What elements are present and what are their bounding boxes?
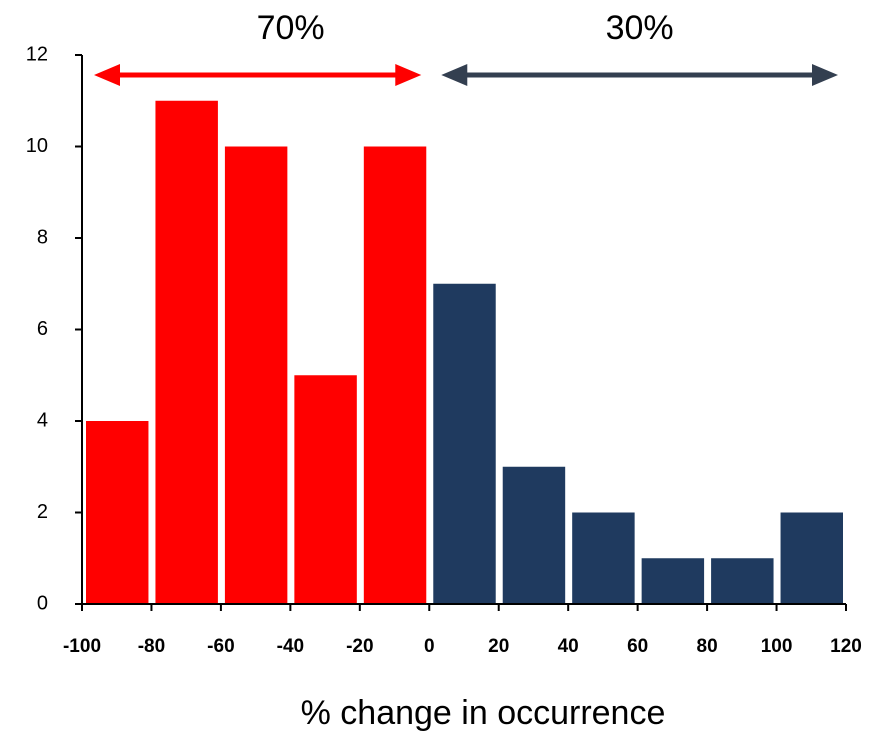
x-tick-label: 120 (830, 636, 862, 657)
y-tick-label: 10 (26, 135, 48, 157)
bar (155, 100, 218, 604)
y-tick-label: 8 (37, 226, 48, 248)
bar (572, 512, 635, 604)
y-tick-label: 0 (37, 592, 48, 614)
arrow-head (441, 64, 468, 86)
bar (641, 558, 705, 604)
y-tick-label: 6 (37, 318, 48, 340)
x-tick-label: -100 (63, 636, 101, 657)
bar (294, 375, 357, 604)
arrow-head (94, 64, 120, 86)
x-tick-label: -60 (207, 636, 234, 657)
x-tick-label: 60 (627, 636, 648, 657)
x-axis-label: % change in occurrence (301, 694, 666, 732)
arrow-head (395, 64, 422, 86)
bar (780, 512, 843, 604)
x-tick-label: 20 (488, 636, 509, 657)
annotation-label: 30% (606, 9, 674, 47)
x-tick-label: -80 (138, 636, 165, 657)
x-tick-label: -20 (346, 636, 373, 657)
x-tick-label: 100 (761, 636, 793, 657)
bar (86, 421, 149, 604)
arrow-head (812, 64, 838, 86)
bar (433, 283, 496, 604)
bar (363, 146, 427, 604)
y-tick-label: 4 (37, 409, 48, 431)
x-tick-label: 40 (558, 636, 579, 657)
annotation-label: 70% (257, 9, 325, 47)
bar (711, 558, 774, 604)
x-tick-label: 0 (424, 636, 435, 657)
bar (502, 466, 566, 604)
y-tick-label: 2 (37, 501, 48, 523)
y-tick-label: 12 (26, 43, 48, 65)
x-tick-label: -40 (277, 636, 304, 657)
bar (224, 146, 288, 604)
x-tick-label: 80 (697, 636, 718, 657)
